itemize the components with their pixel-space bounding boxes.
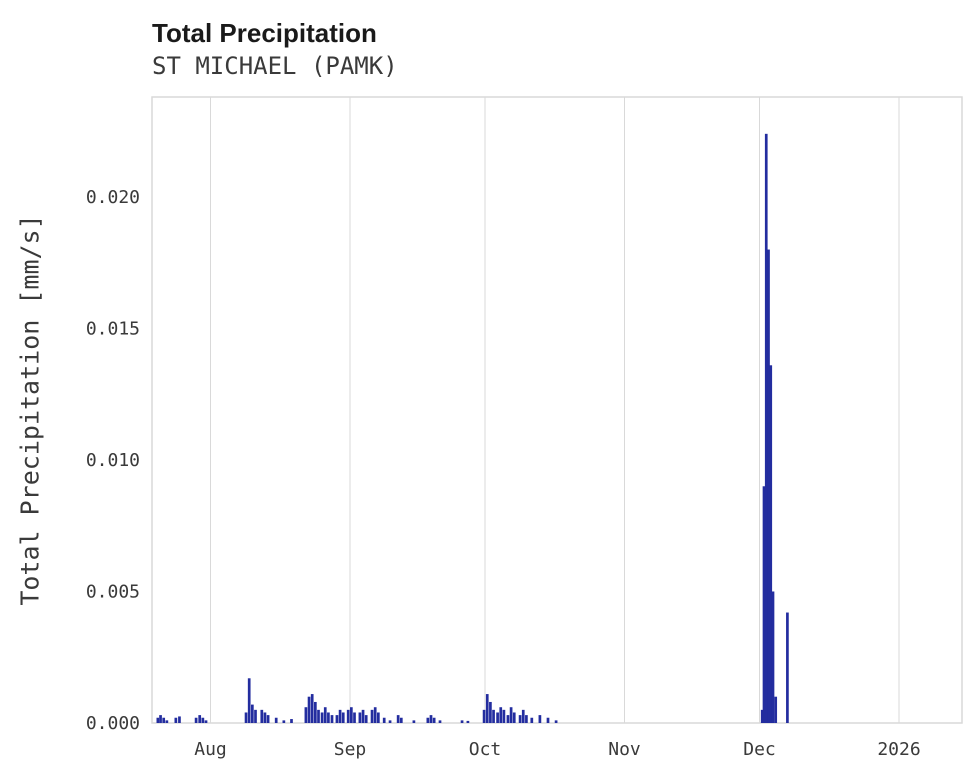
- precipitation-bar: [512, 712, 516, 723]
- precipitation-bar: [373, 707, 377, 723]
- chart-title: Total Precipitation: [152, 18, 377, 48]
- plot-background: [152, 97, 962, 723]
- precipitation-bar: [156, 717, 160, 723]
- precipitation-bar: [382, 717, 386, 723]
- precipitation-bar: [492, 709, 495, 723]
- precipitation-bar: [396, 715, 400, 723]
- precipitation-bar: [509, 707, 513, 723]
- precipitation-bar: [370, 709, 374, 723]
- precipitation-bar: [165, 720, 169, 723]
- precipitation-bar: [771, 591, 775, 723]
- precipitation-bar: [438, 720, 442, 723]
- precipitation-bar: [263, 712, 267, 723]
- precipitation-bar: [546, 717, 550, 723]
- precipitation-bar: [204, 720, 208, 723]
- precipitation-bar: [341, 712, 345, 723]
- precipitation-bar: [429, 715, 433, 723]
- precipitation-bar: [174, 717, 178, 723]
- precipitation-bar: [774, 696, 778, 723]
- precipitation-bar: [178, 716, 181, 723]
- precipitation-bar: [314, 701, 317, 723]
- precipitation-bar: [254, 709, 257, 723]
- precipitation-bar: [764, 133, 768, 723]
- precipitation-bar: [554, 720, 558, 723]
- precipitation-bar: [521, 709, 525, 723]
- precipitation-bar: [502, 709, 506, 723]
- x-tick-label: Aug: [194, 739, 227, 760]
- precipitation-bar: [307, 696, 311, 723]
- precipitation-bar: [317, 709, 320, 723]
- precipitation-bar: [327, 712, 330, 723]
- precipitation-bar: [364, 715, 368, 723]
- precipitation-bar: [346, 709, 350, 723]
- precipitation-bar: [460, 720, 464, 723]
- precipitation-bar: [432, 717, 436, 723]
- precipitation-bar: [518, 715, 522, 723]
- chart-subtitle: ST MICHAEL (PAMK): [152, 52, 398, 80]
- precipitation-bar: [353, 712, 356, 723]
- precipitation-bar: [762, 486, 766, 723]
- precipitation-bar: [162, 717, 166, 723]
- precipitation-bar: [499, 707, 503, 723]
- x-tick-label: Nov: [608, 739, 641, 760]
- precipitation-bar: [304, 707, 308, 723]
- precipitation-bar: [530, 717, 534, 723]
- precipitation-bar: [496, 712, 499, 723]
- precipitation-bar: [760, 709, 764, 723]
- precipitation-bar: [338, 709, 342, 723]
- y-tick-label: 0.005: [86, 581, 140, 602]
- precipitation-bar: [412, 720, 416, 723]
- precipitation-bar: [388, 720, 392, 723]
- precipitation-bar: [482, 709, 486, 723]
- precipitation-bar: [251, 704, 254, 723]
- x-tick-label: 2026: [877, 739, 920, 760]
- precipitation-bar: [330, 715, 334, 723]
- precipitation-bar: [244, 712, 248, 723]
- precipitation-bar: [426, 717, 430, 723]
- precipitation-bar: [485, 694, 489, 723]
- precipitation-bar: [399, 717, 403, 723]
- precipitation-bar: [350, 707, 353, 723]
- precipitation-bar: [247, 678, 251, 723]
- precipitation-bar: [335, 715, 339, 723]
- precipitation-bar: [290, 719, 293, 723]
- precipitation-bar: [282, 720, 286, 723]
- precipitation-bar: [260, 709, 264, 723]
- x-tick-label: Dec: [743, 739, 776, 760]
- precipitation-bar: [358, 712, 362, 723]
- precipitation-bar: [320, 712, 324, 723]
- precipitation-bar: [159, 715, 162, 723]
- precipitation-bar: [361, 709, 365, 723]
- precipitation-bar: [786, 612, 789, 723]
- precipitation-bar: [525, 715, 528, 723]
- precipitation-bar: [769, 365, 773, 723]
- precipitation-bar: [767, 249, 770, 723]
- y-tick-label: 0.020: [86, 187, 140, 208]
- x-tick-label: Oct: [469, 739, 502, 760]
- precipitation-bar: [506, 715, 510, 723]
- precipitation-bar: [198, 715, 202, 723]
- precipitation-bar: [194, 717, 198, 723]
- x-tick-label: Sep: [334, 739, 367, 760]
- precipitation-bar: [201, 717, 205, 723]
- y-tick-label: 0.000: [86, 713, 140, 734]
- precipitation-bar: [310, 694, 314, 723]
- precipitation-bar: [538, 715, 542, 723]
- y-tick-label: 0.015: [86, 318, 140, 339]
- precipitation-bar: [489, 701, 492, 723]
- precipitation-bar: [323, 707, 327, 723]
- y-tick-label: 0.010: [86, 450, 140, 471]
- precipitation-bar: [377, 712, 380, 723]
- precipitation-bar: [274, 717, 278, 723]
- precipitation-bar: [266, 715, 270, 723]
- precipitation-bar: [466, 720, 470, 723]
